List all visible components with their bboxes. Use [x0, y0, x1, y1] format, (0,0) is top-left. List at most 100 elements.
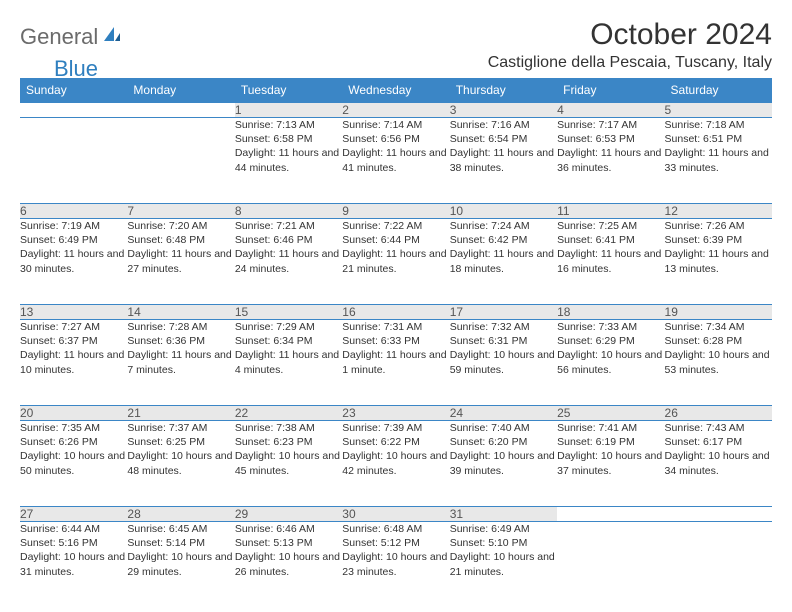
- logo-text-gray: General: [20, 24, 98, 50]
- sunset-text: Sunset: 6:41 PM: [557, 233, 664, 247]
- day-detail-cell: Sunrise: 7:26 AMSunset: 6:39 PMDaylight:…: [665, 219, 772, 305]
- location: Castiglione della Pescaia, Tuscany, Ital…: [488, 54, 772, 72]
- daylight-text: Daylight: 10 hours and 42 minutes.: [342, 449, 449, 477]
- daylight-text: Daylight: 11 hours and 18 minutes.: [450, 247, 557, 275]
- sunrise-text: Sunrise: 7:40 AM: [450, 421, 557, 435]
- day-detail-cell: Sunrise: 7:31 AMSunset: 6:33 PMDaylight:…: [342, 320, 449, 406]
- day-detail-cell: Sunrise: 7:16 AMSunset: 6:54 PMDaylight:…: [450, 118, 557, 204]
- sunrise-text: Sunrise: 7:35 AM: [20, 421, 127, 435]
- sunset-text: Sunset: 6:54 PM: [450, 132, 557, 146]
- sunset-text: Sunset: 5:10 PM: [450, 536, 557, 550]
- daylight-text: Daylight: 11 hours and 7 minutes.: [127, 348, 234, 376]
- daylight-text: Daylight: 11 hours and 24 minutes.: [235, 247, 342, 275]
- sunrise-text: Sunrise: 7:41 AM: [557, 421, 664, 435]
- daylight-text: Daylight: 11 hours and 44 minutes.: [235, 146, 342, 174]
- sunrise-text: Sunrise: 7:20 AM: [127, 219, 234, 233]
- sunset-text: Sunset: 6:49 PM: [20, 233, 127, 247]
- daylight-text: Daylight: 11 hours and 30 minutes.: [20, 247, 127, 275]
- logo-sail-icon: [102, 25, 122, 50]
- day-number-cell: [127, 103, 234, 118]
- weekday-header: Monday: [127, 78, 234, 103]
- day-detail-cell: Sunrise: 7:43 AMSunset: 6:17 PMDaylight:…: [665, 421, 772, 507]
- sunset-text: Sunset: 6:46 PM: [235, 233, 342, 247]
- sunset-text: Sunset: 6:48 PM: [127, 233, 234, 247]
- daylight-text: Daylight: 10 hours and 48 minutes.: [127, 449, 234, 477]
- day-detail-cell: Sunrise: 7:25 AMSunset: 6:41 PMDaylight:…: [557, 219, 664, 305]
- day-detail-cell: Sunrise: 7:40 AMSunset: 6:20 PMDaylight:…: [450, 421, 557, 507]
- day-detail-cell: [557, 522, 664, 608]
- sunset-text: Sunset: 6:37 PM: [20, 334, 127, 348]
- day-number-cell: 23: [342, 406, 449, 421]
- day-detail-cell: [20, 118, 127, 204]
- header: General October 2024 Castiglione della P…: [20, 18, 772, 72]
- sunset-text: Sunset: 6:34 PM: [235, 334, 342, 348]
- daylight-text: Daylight: 10 hours and 29 minutes.: [127, 550, 234, 578]
- daylight-text: Daylight: 11 hours and 16 minutes.: [557, 247, 664, 275]
- daylight-text: Daylight: 10 hours and 26 minutes.: [235, 550, 342, 578]
- day-detail-cell: [665, 522, 772, 608]
- sunrise-text: Sunrise: 7:19 AM: [20, 219, 127, 233]
- detail-row: Sunrise: 6:44 AMSunset: 5:16 PMDaylight:…: [20, 522, 772, 608]
- sunset-text: Sunset: 6:56 PM: [342, 132, 449, 146]
- day-number-cell: 1: [235, 103, 342, 118]
- sunrise-text: Sunrise: 7:26 AM: [665, 219, 772, 233]
- daynum-row: 6789101112: [20, 204, 772, 219]
- daylight-text: Daylight: 10 hours and 39 minutes.: [450, 449, 557, 477]
- daylight-text: Daylight: 10 hours and 45 minutes.: [235, 449, 342, 477]
- daylight-text: Daylight: 10 hours and 37 minutes.: [557, 449, 664, 477]
- sunset-text: Sunset: 6:28 PM: [665, 334, 772, 348]
- day-detail-cell: [127, 118, 234, 204]
- sunset-text: Sunset: 6:42 PM: [450, 233, 557, 247]
- day-detail-cell: Sunrise: 7:33 AMSunset: 6:29 PMDaylight:…: [557, 320, 664, 406]
- day-number-cell: 11: [557, 204, 664, 219]
- daylight-text: Daylight: 11 hours and 4 minutes.: [235, 348, 342, 376]
- logo: General: [20, 18, 124, 50]
- sunset-text: Sunset: 5:14 PM: [127, 536, 234, 550]
- day-number-cell: [20, 103, 127, 118]
- detail-row: Sunrise: 7:35 AMSunset: 6:26 PMDaylight:…: [20, 421, 772, 507]
- day-detail-cell: Sunrise: 6:46 AMSunset: 5:13 PMDaylight:…: [235, 522, 342, 608]
- day-detail-cell: Sunrise: 7:18 AMSunset: 6:51 PMDaylight:…: [665, 118, 772, 204]
- day-number-cell: 8: [235, 204, 342, 219]
- day-detail-cell: Sunrise: 7:27 AMSunset: 6:37 PMDaylight:…: [20, 320, 127, 406]
- daylight-text: Daylight: 10 hours and 23 minutes.: [342, 550, 449, 578]
- sunset-text: Sunset: 6:53 PM: [557, 132, 664, 146]
- day-number-cell: 27: [20, 507, 127, 522]
- logo-text-blue: Blue: [54, 56, 98, 82]
- sunset-text: Sunset: 6:33 PM: [342, 334, 449, 348]
- sunrise-text: Sunrise: 7:33 AM: [557, 320, 664, 334]
- day-detail-cell: Sunrise: 7:17 AMSunset: 6:53 PMDaylight:…: [557, 118, 664, 204]
- daylight-text: Daylight: 10 hours and 53 minutes.: [665, 348, 772, 376]
- sunset-text: Sunset: 6:58 PM: [235, 132, 342, 146]
- day-number-cell: 21: [127, 406, 234, 421]
- day-detail-cell: Sunrise: 7:39 AMSunset: 6:22 PMDaylight:…: [342, 421, 449, 507]
- title-block: October 2024 Castiglione della Pescaia, …: [488, 18, 772, 72]
- day-detail-cell: Sunrise: 7:28 AMSunset: 6:36 PMDaylight:…: [127, 320, 234, 406]
- day-detail-cell: Sunrise: 6:45 AMSunset: 5:14 PMDaylight:…: [127, 522, 234, 608]
- daylight-text: Daylight: 11 hours and 10 minutes.: [20, 348, 127, 376]
- weekday-header: Friday: [557, 78, 664, 103]
- sunrise-text: Sunrise: 7:18 AM: [665, 118, 772, 132]
- daylight-text: Daylight: 10 hours and 21 minutes.: [450, 550, 557, 578]
- weekday-header: Tuesday: [235, 78, 342, 103]
- daylight-text: Daylight: 10 hours and 59 minutes.: [450, 348, 557, 376]
- sunset-text: Sunset: 6:23 PM: [235, 435, 342, 449]
- sunrise-text: Sunrise: 7:17 AM: [557, 118, 664, 132]
- sunrise-text: Sunrise: 7:37 AM: [127, 421, 234, 435]
- sunset-text: Sunset: 6:17 PM: [665, 435, 772, 449]
- day-number-cell: [665, 507, 772, 522]
- sunrise-text: Sunrise: 6:49 AM: [450, 522, 557, 536]
- day-number-cell: 19: [665, 305, 772, 320]
- detail-row: Sunrise: 7:19 AMSunset: 6:49 PMDaylight:…: [20, 219, 772, 305]
- day-number-cell: 2: [342, 103, 449, 118]
- sunrise-text: Sunrise: 7:43 AM: [665, 421, 772, 435]
- day-detail-cell: Sunrise: 7:14 AMSunset: 6:56 PMDaylight:…: [342, 118, 449, 204]
- day-number-cell: 4: [557, 103, 664, 118]
- day-number-cell: 3: [450, 103, 557, 118]
- day-detail-cell: Sunrise: 7:32 AMSunset: 6:31 PMDaylight:…: [450, 320, 557, 406]
- daynum-row: 12345: [20, 103, 772, 118]
- sunrise-text: Sunrise: 7:28 AM: [127, 320, 234, 334]
- sunset-text: Sunset: 6:36 PM: [127, 334, 234, 348]
- sunrise-text: Sunrise: 7:38 AM: [235, 421, 342, 435]
- sunrise-text: Sunrise: 7:34 AM: [665, 320, 772, 334]
